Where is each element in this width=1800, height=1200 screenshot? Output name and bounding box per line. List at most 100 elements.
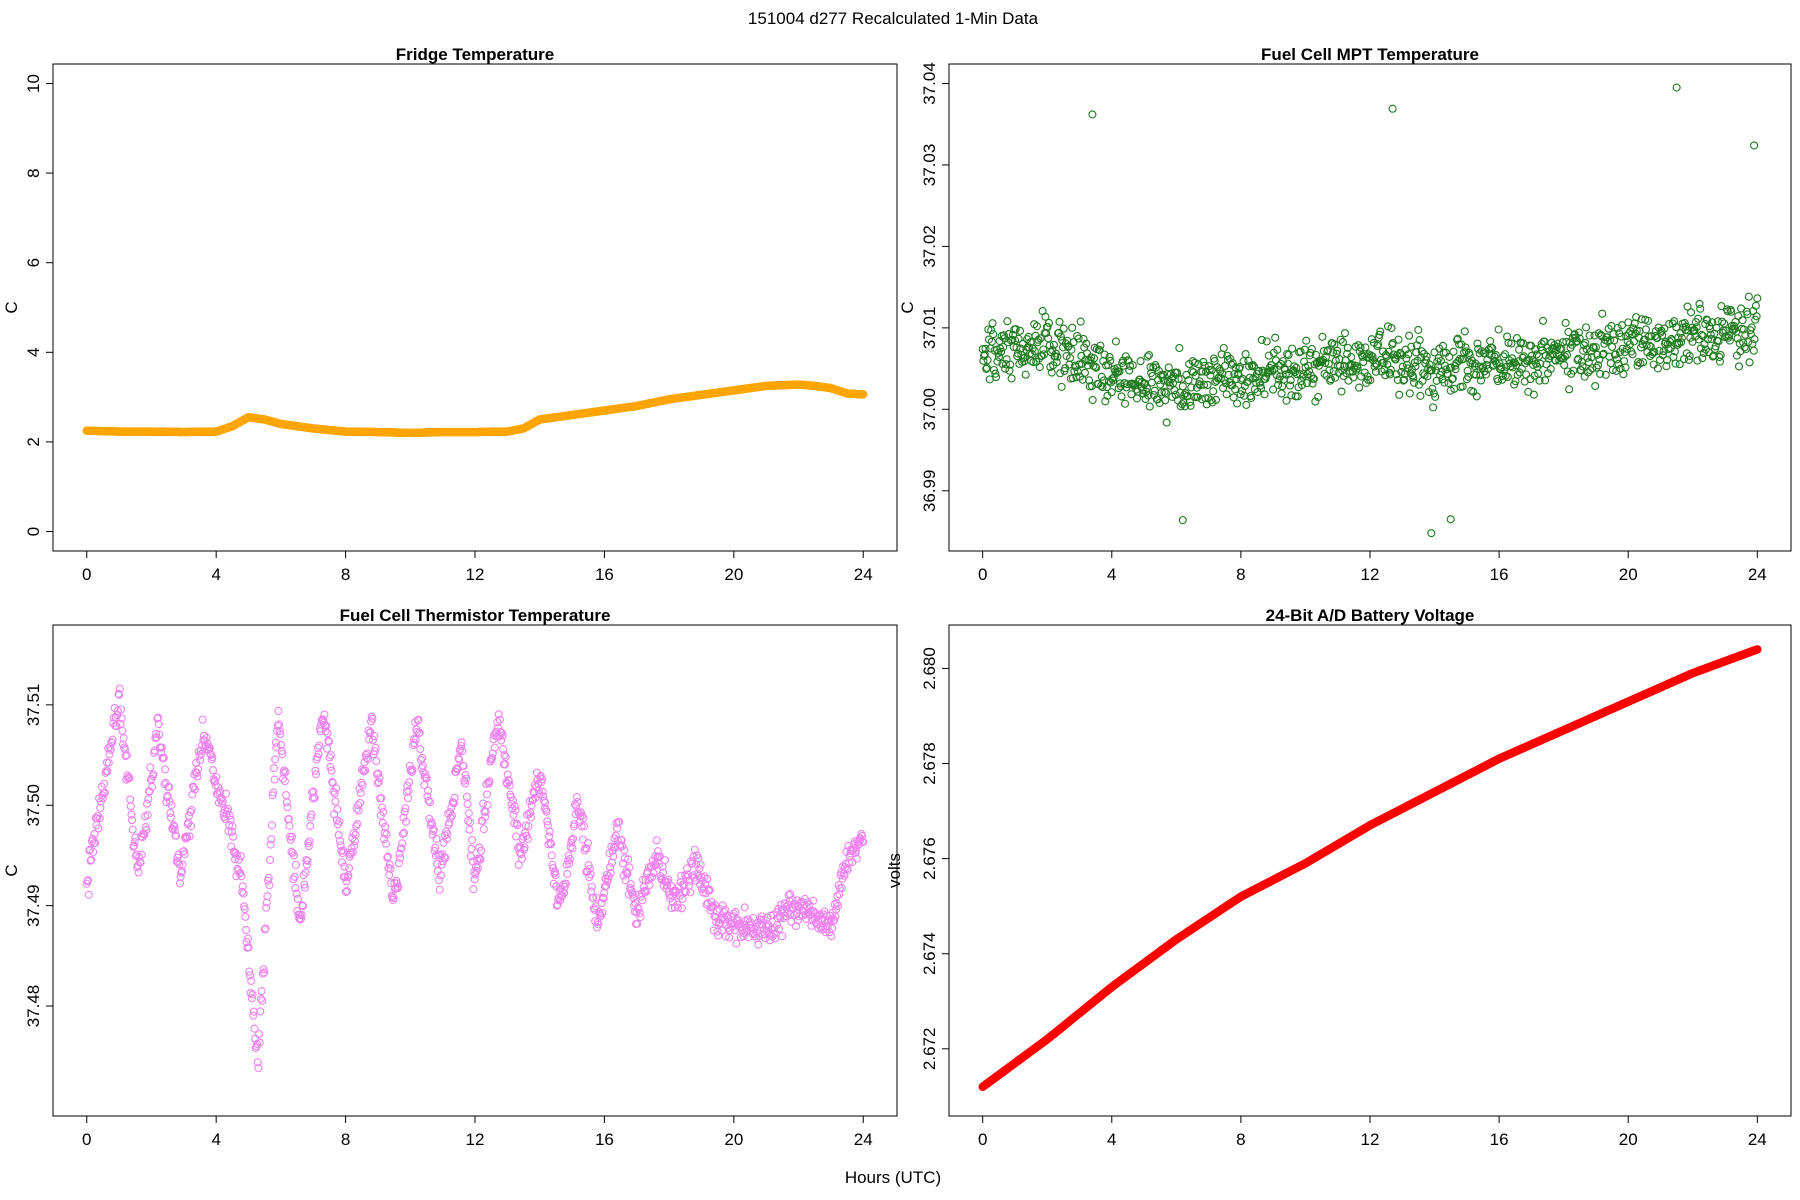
x-tick-label: 8 — [1236, 565, 1245, 584]
data-point — [1304, 367, 1314, 376]
data-point — [1406, 369, 1415, 378]
data-point — [1538, 316, 1548, 325]
data-point — [112, 722, 121, 731]
figure-suptitle: 151004 d277 Recalculated 1-Min Data — [748, 9, 1039, 28]
data-points — [978, 645, 1762, 1092]
data-point — [143, 811, 152, 820]
data-point — [444, 809, 453, 818]
data-point — [281, 767, 290, 776]
data-point — [625, 863, 634, 872]
data-point — [1314, 361, 1323, 370]
data-point — [1311, 397, 1320, 406]
data-point — [1066, 353, 1075, 363]
data-point — [1422, 352, 1431, 361]
data-point — [447, 803, 456, 812]
data-point — [1250, 362, 1259, 371]
data-point — [95, 814, 104, 823]
data-point — [1613, 323, 1622, 333]
data-point — [1381, 371, 1390, 380]
data-point — [351, 830, 360, 839]
data-point — [463, 799, 472, 809]
data-point — [991, 369, 1000, 378]
data-point — [1629, 337, 1639, 346]
data-point — [357, 765, 367, 774]
data-point — [1453, 335, 1462, 344]
data-point — [1273, 380, 1283, 389]
data-point — [1543, 369, 1553, 378]
data-point — [500, 751, 509, 760]
data-point — [731, 907, 740, 916]
data-point — [1307, 344, 1316, 353]
data-point — [282, 798, 291, 807]
data-point — [490, 743, 499, 752]
data-point — [1228, 381, 1237, 390]
data-point — [526, 813, 536, 822]
data-point — [501, 752, 510, 761]
data-point — [994, 352, 1003, 362]
data-point — [401, 804, 410, 813]
data-point — [297, 911, 306, 920]
data-point — [1006, 360, 1015, 369]
data-point — [304, 842, 313, 851]
data-point — [246, 988, 255, 998]
data-point — [571, 800, 580, 809]
data-point — [1306, 348, 1315, 357]
data-point — [634, 904, 643, 914]
data-point — [117, 714, 126, 723]
data-point — [1473, 339, 1482, 348]
data-point — [852, 854, 861, 863]
data-point — [1136, 357, 1145, 366]
data-point — [729, 909, 738, 918]
data-point — [257, 987, 266, 996]
data-point — [721, 905, 730, 915]
data-point — [1400, 375, 1409, 384]
data-point — [1261, 372, 1271, 381]
data-point — [1465, 351, 1474, 360]
data-point — [1242, 400, 1251, 409]
data-point — [1235, 362, 1245, 371]
data-point — [283, 803, 292, 812]
y-tick-label: 2.678 — [920, 742, 939, 785]
data-point — [754, 940, 763, 949]
data-point — [415, 728, 424, 737]
data-point — [1209, 387, 1218, 396]
data-point — [258, 996, 267, 1005]
data-point — [1677, 333, 1686, 343]
data-point — [1219, 343, 1228, 353]
data-point — [620, 846, 629, 855]
data-point — [335, 836, 345, 846]
data-point — [568, 844, 577, 853]
data-point — [987, 337, 996, 346]
data-points — [82, 380, 868, 438]
data-point — [1500, 366, 1509, 375]
data-point — [1286, 376, 1295, 385]
data-point — [1159, 370, 1168, 379]
data-point — [1578, 362, 1587, 371]
data-point — [999, 343, 1008, 352]
data-point — [282, 791, 291, 800]
data-point — [125, 774, 134, 783]
data-point — [1411, 362, 1420, 371]
data-point — [1203, 380, 1212, 390]
data-point — [1739, 325, 1748, 334]
data-point — [737, 922, 746, 931]
data-point — [352, 821, 361, 831]
data-point — [1589, 342, 1598, 352]
data-point — [1185, 397, 1194, 407]
data-point — [1529, 390, 1538, 399]
data-point — [266, 840, 275, 849]
data-point — [190, 785, 199, 794]
data-point — [285, 821, 294, 830]
data-point — [1434, 354, 1443, 363]
data-point — [1581, 323, 1591, 332]
data-point — [1191, 371, 1200, 380]
data-point — [259, 965, 268, 974]
data-point — [1145, 402, 1154, 411]
data-point — [1395, 390, 1404, 399]
data-point — [1260, 390, 1269, 399]
data-point — [1007, 374, 1016, 383]
data-point — [354, 801, 363, 810]
data-point — [461, 770, 470, 780]
data-point — [1343, 343, 1352, 352]
